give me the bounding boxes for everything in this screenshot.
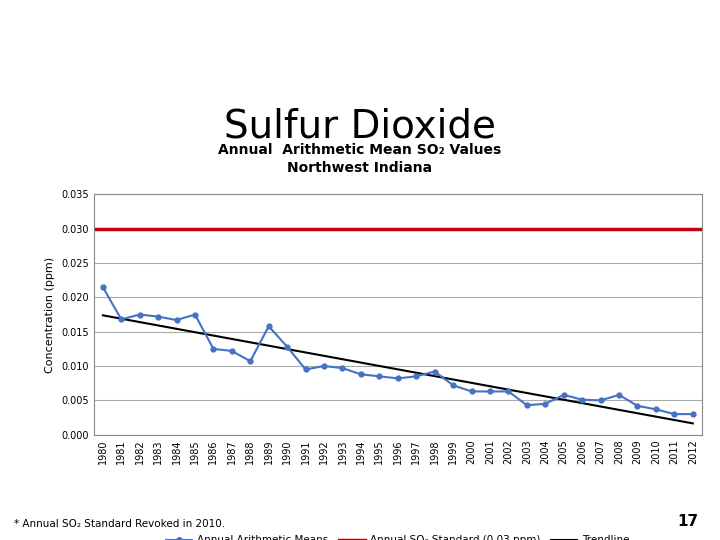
Trendline bbox=[320, 353, 328, 359]
Trendline bbox=[633, 410, 642, 416]
Trendline bbox=[338, 356, 347, 362]
Annual Arithmetic Means bbox=[615, 392, 624, 398]
Annual Arithmetic Means bbox=[394, 375, 402, 382]
Trendline bbox=[99, 312, 107, 319]
Annual Arithmetic Means bbox=[172, 317, 181, 323]
Text: Annual  Arithmetic Mean SO₂ Values
Northwest Indiana: Annual Arithmetic Mean SO₂ Values Northw… bbox=[218, 143, 502, 176]
Text: Sulfur Dioxide: Sulfur Dioxide bbox=[224, 108, 496, 146]
Trendline bbox=[504, 387, 513, 393]
Annual Arithmetic Means bbox=[99, 284, 107, 291]
Trendline bbox=[431, 373, 439, 379]
Annual Arithmetic Means bbox=[467, 388, 476, 395]
Trendline bbox=[467, 380, 476, 386]
Trendline bbox=[209, 332, 217, 339]
Trendline bbox=[301, 349, 310, 356]
Annual Arithmetic Means bbox=[431, 368, 439, 375]
Annual Arithmetic Means bbox=[541, 401, 549, 407]
Annual Arithmetic Means bbox=[523, 402, 531, 408]
Trendline bbox=[559, 396, 568, 403]
Annual Arithmetic Means bbox=[246, 358, 255, 365]
Legend: Annual Arithmetic Means, Annual SO₂ Standard (0.03 ppm), Trendline: Annual Arithmetic Means, Annual SO₂ Stan… bbox=[162, 531, 634, 540]
Annual Arithmetic Means bbox=[486, 388, 495, 395]
Annual Arithmetic Means bbox=[633, 403, 642, 409]
Annual Arithmetic Means bbox=[301, 366, 310, 373]
Annual Arithmetic Means bbox=[449, 382, 457, 388]
Trendline bbox=[117, 315, 125, 322]
Annual Arithmetic Means bbox=[670, 411, 679, 417]
Trendline bbox=[615, 407, 624, 413]
Trendline bbox=[172, 326, 181, 332]
Text: 17: 17 bbox=[678, 514, 698, 529]
Text: We Protect Hoosiers and Our Environment: We Protect Hoosiers and Our Environment bbox=[271, 45, 471, 55]
Annual Arithmetic Means bbox=[283, 343, 292, 350]
Annual Arithmetic Means bbox=[596, 397, 605, 403]
Annual Arithmetic Means bbox=[320, 363, 328, 369]
Annual Arithmetic Means bbox=[117, 316, 125, 322]
Trendline bbox=[670, 417, 679, 423]
Line: Annual Arithmetic Means: Annual Arithmetic Means bbox=[100, 285, 696, 416]
Trendline bbox=[283, 346, 292, 352]
Trendline bbox=[486, 383, 495, 389]
Trendline bbox=[154, 322, 163, 329]
Annual Arithmetic Means bbox=[338, 365, 347, 372]
Annual Arithmetic Means bbox=[264, 323, 273, 329]
Trendline bbox=[191, 329, 199, 335]
Trendline bbox=[228, 336, 236, 342]
Trendline bbox=[449, 376, 457, 383]
Trendline bbox=[688, 420, 697, 427]
Trendline bbox=[375, 363, 384, 369]
Text: * Annual SO₂ Standard Revoked in 2010.: * Annual SO₂ Standard Revoked in 2010. bbox=[14, 519, 225, 529]
Annual Arithmetic Means bbox=[154, 313, 163, 320]
Annual Arithmetic Means bbox=[578, 396, 587, 403]
Trendline bbox=[523, 390, 531, 396]
Y-axis label: Concentration (ppm): Concentration (ppm) bbox=[45, 256, 55, 373]
Annual Arithmetic Means bbox=[228, 348, 236, 354]
Annual Arithmetic Means bbox=[135, 311, 144, 318]
Annual Arithmetic Means bbox=[412, 373, 420, 380]
Line: Trendline: Trendline bbox=[103, 315, 693, 423]
Annual Arithmetic Means bbox=[504, 388, 513, 395]
Annual Arithmetic Means bbox=[688, 411, 697, 417]
Text: Air: Air bbox=[146, 63, 163, 72]
Annual Arithmetic Means bbox=[375, 373, 384, 380]
Annual Arithmetic Means bbox=[652, 406, 660, 413]
Trendline bbox=[394, 366, 402, 373]
Trendline bbox=[264, 342, 273, 349]
Trendline bbox=[246, 339, 255, 346]
Trendline bbox=[135, 319, 144, 325]
Trendline bbox=[356, 359, 365, 366]
Annual Arithmetic Means bbox=[191, 311, 199, 318]
Annual Arithmetic Means bbox=[209, 346, 217, 352]
Annual Arithmetic Means bbox=[356, 371, 365, 377]
Trendline bbox=[412, 369, 420, 376]
Annual Arithmetic Means bbox=[559, 392, 568, 398]
Trendline bbox=[596, 403, 605, 410]
Trendline bbox=[541, 393, 549, 400]
Trendline bbox=[652, 414, 660, 420]
Trendline bbox=[578, 400, 587, 407]
